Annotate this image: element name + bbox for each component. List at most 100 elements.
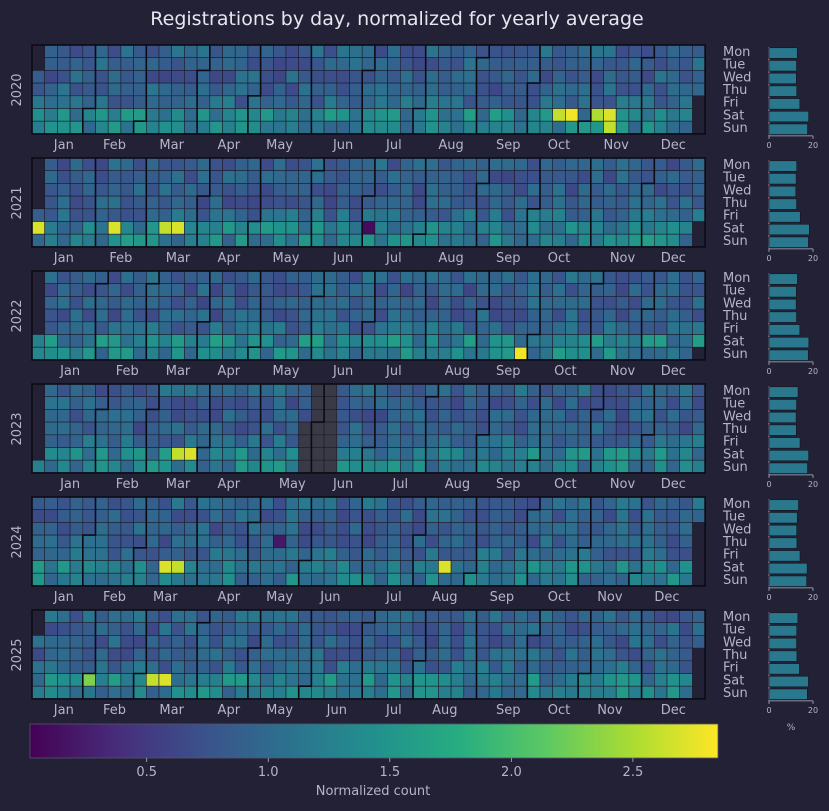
day-cell [463, 509, 477, 523]
day-cell [133, 660, 147, 674]
day-cell [196, 447, 211, 461]
day-cell [222, 673, 236, 687]
day-cell [514, 120, 528, 135]
day-cell [120, 157, 134, 171]
day-cell [666, 673, 680, 687]
day-cell [146, 459, 160, 474]
day-cell [82, 308, 96, 323]
day-cell [590, 334, 604, 348]
day-cell [514, 221, 528, 235]
day-cell [514, 296, 528, 310]
day-cell [349, 421, 363, 436]
day-cell [590, 183, 604, 197]
day-cell [133, 647, 147, 662]
day-cell [57, 421, 71, 436]
day-cell [349, 334, 363, 348]
day-cell [260, 609, 274, 623]
day-cell [565, 183, 579, 197]
day-cell [539, 522, 553, 536]
day-cell [107, 208, 122, 222]
day-cell [336, 195, 350, 210]
day-cell [399, 44, 414, 58]
day-cell [679, 496, 693, 510]
day-cell [171, 409, 185, 423]
day-cell [222, 434, 236, 448]
day-cell [628, 509, 642, 523]
day-cell [146, 308, 160, 323]
day-cell [222, 547, 236, 561]
weekday-label: Sat [723, 108, 744, 123]
day-cell [374, 195, 388, 210]
day-cell [311, 496, 325, 510]
day-cell [133, 296, 147, 310]
day-cell [603, 509, 617, 523]
day-cell [82, 685, 96, 700]
day-cell [69, 396, 84, 410]
weekday-share-bar [768, 637, 797, 649]
day-cell [196, 270, 211, 284]
day-cell [450, 459, 465, 474]
day-cell [158, 496, 172, 510]
day-cell [82, 283, 96, 297]
day-cell [463, 622, 477, 636]
bar-tick-label: 0 [766, 367, 771, 376]
day-cell [69, 547, 84, 561]
day-cell [412, 673, 426, 687]
day-cell [590, 459, 604, 474]
heatmap-frame [31, 270, 706, 361]
day-cell [361, 685, 376, 700]
day-cell [82, 95, 96, 109]
day-cell [666, 120, 680, 135]
day-cell [641, 383, 655, 397]
day-cell [476, 409, 490, 423]
day-cell [539, 622, 553, 636]
day-cell [247, 383, 261, 397]
day-cell [653, 673, 668, 687]
day-cell [653, 609, 668, 623]
day-cell [133, 560, 147, 574]
day-cell [247, 660, 261, 674]
day-cell [222, 459, 236, 474]
day-cell [336, 421, 350, 436]
day-cell [57, 496, 71, 510]
day-cell [222, 70, 236, 84]
day-cell [298, 120, 312, 135]
day-cell [285, 95, 299, 109]
day-cell [653, 70, 668, 84]
weekday-share-bar [768, 324, 801, 336]
month-label: Nov [604, 138, 630, 153]
day-cell [146, 296, 160, 310]
day-cell [158, 622, 172, 636]
month-label: May [279, 477, 306, 492]
day-cell [399, 496, 414, 510]
day-cell [44, 572, 58, 587]
day-cell [641, 660, 655, 674]
day-cell [120, 434, 134, 448]
day-cell [234, 346, 249, 361]
day-cell [412, 534, 426, 549]
day-cell [488, 673, 503, 687]
day-cell [209, 321, 223, 335]
day-cell [311, 509, 325, 523]
day-cell [184, 459, 198, 474]
day-cell [120, 108, 134, 122]
day-cell [539, 647, 553, 662]
day-cell [526, 221, 541, 235]
day-cell [69, 685, 84, 700]
day-cell [222, 183, 236, 197]
weekday-share-bar [768, 537, 798, 549]
day-cell [641, 233, 655, 248]
day-cell [526, 195, 541, 210]
month-label: Jun [319, 590, 340, 605]
day-cell [653, 421, 668, 436]
day-cell [298, 459, 312, 474]
day-cell [539, 572, 553, 587]
day-cell [438, 609, 452, 623]
weekday-label: Wed [723, 70, 751, 85]
day-cell [107, 396, 122, 410]
day-cell [666, 647, 680, 662]
day-cell [336, 308, 350, 323]
day-cell [603, 572, 617, 587]
day-cell [107, 572, 122, 587]
